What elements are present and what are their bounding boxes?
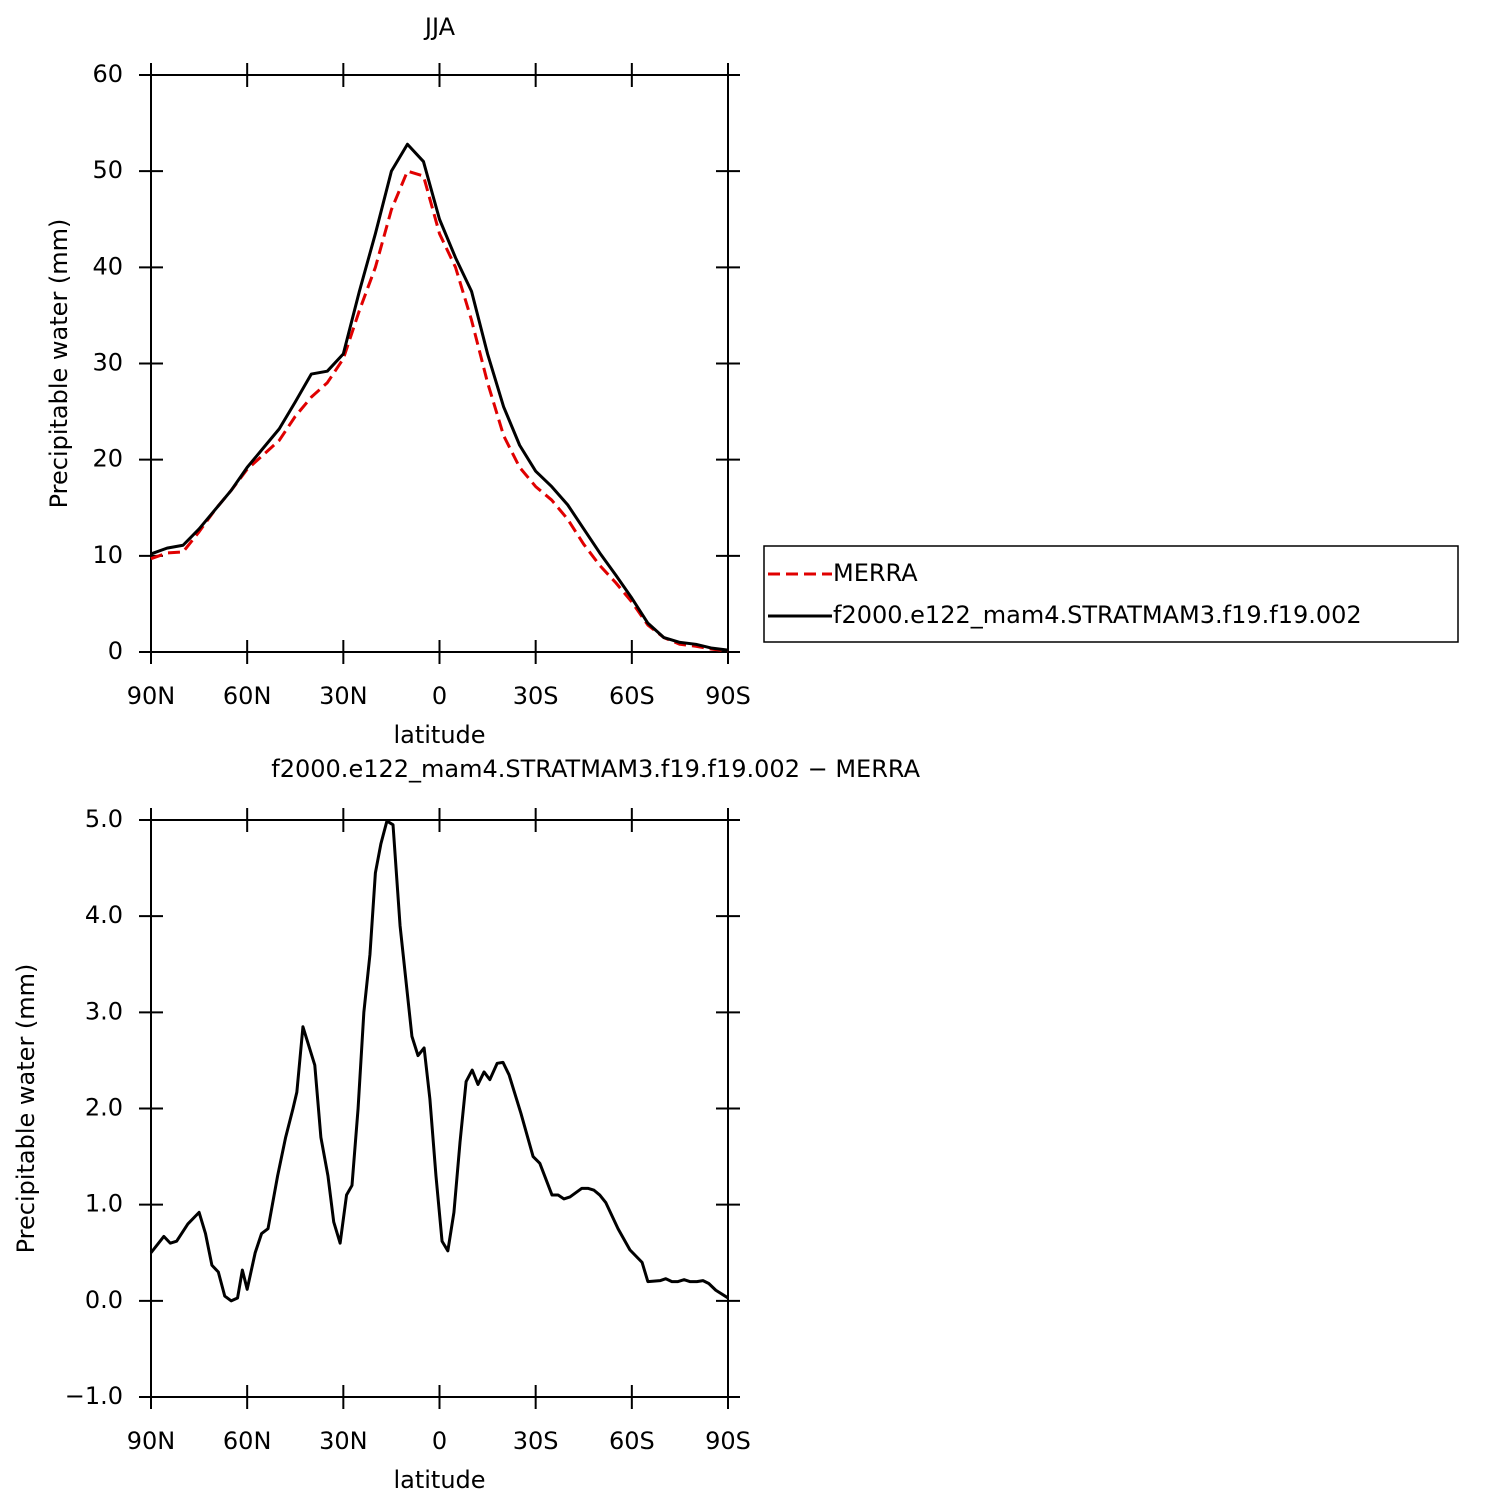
- x-tick-label: 60N: [223, 1427, 272, 1455]
- y-tick-label: 3.0: [85, 997, 123, 1025]
- x-tick-label: 0: [432, 1427, 447, 1455]
- chart-title: f2000.e122_mam4.STRATMAM3.f19.f19.002 − …: [271, 755, 920, 783]
- x-tick-label: 30S: [513, 682, 559, 710]
- x-tick-label: 90S: [705, 682, 751, 710]
- y-tick-label: 50: [92, 156, 123, 184]
- chart-title: JJA: [423, 13, 456, 41]
- plot-frame: [150, 74, 729, 653]
- data-line: [150, 142, 729, 652]
- y-tick-label: 0.0: [85, 1286, 123, 1314]
- x-tick-label: 30N: [319, 1427, 368, 1455]
- x-tick-label: 0: [432, 682, 447, 710]
- legend-label: f2000.e122_mam4.STRATMAM3.f19.f19.002: [833, 601, 1362, 629]
- y-tick-label: 10: [92, 541, 123, 569]
- x-tick-label: 90S: [705, 1427, 751, 1455]
- y-tick-label: −1.0: [65, 1382, 123, 1410]
- y-tick-label: 4.0: [85, 901, 123, 929]
- x-axis-label: latitude: [393, 1466, 485, 1494]
- data-line: [149, 819, 729, 1303]
- y-tick-label: 40: [92, 252, 123, 280]
- x-tick-label: 90N: [127, 1427, 176, 1455]
- plot-frame: [150, 819, 729, 1398]
- y-axis-label: Precipitable water (mm): [45, 219, 73, 509]
- y-tick-label: 60: [92, 60, 123, 88]
- data-line: [150, 169, 729, 653]
- y-tick-label: 2.0: [85, 1094, 123, 1122]
- y-tick-label: 20: [92, 445, 123, 473]
- x-tick-label: 60N: [223, 682, 272, 710]
- x-tick-label: 30S: [513, 1427, 559, 1455]
- y-axis-label: Precipitable water (mm): [12, 964, 40, 1254]
- x-tick-label: 90N: [127, 682, 176, 710]
- x-tick-label: 60S: [609, 682, 655, 710]
- y-tick-label: 1.0: [85, 1190, 123, 1218]
- legend-box: [763, 545, 1459, 643]
- legend-label: MERRA: [833, 559, 918, 587]
- y-tick-label: 0: [108, 637, 123, 665]
- x-tick-label: 60S: [609, 1427, 655, 1455]
- y-tick-label: 30: [92, 349, 123, 377]
- x-axis-label: latitude: [393, 721, 485, 749]
- y-tick-label: 5.0: [85, 805, 123, 833]
- x-tick-label: 30N: [319, 682, 368, 710]
